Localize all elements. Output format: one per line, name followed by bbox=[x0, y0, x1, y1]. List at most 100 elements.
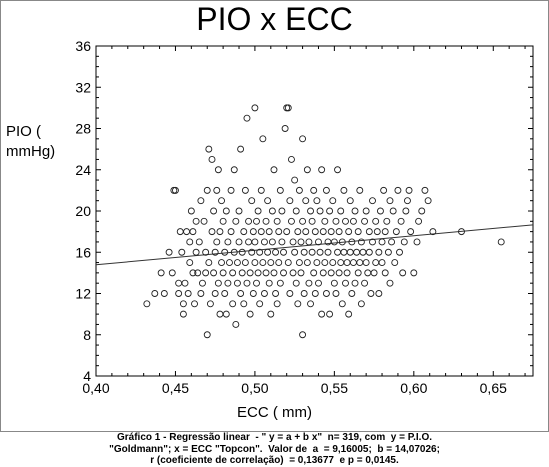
data-point bbox=[361, 279, 369, 287]
data-point bbox=[337, 259, 345, 267]
data-point bbox=[270, 269, 278, 277]
data-point bbox=[251, 259, 259, 267]
y-tick-label: 8 bbox=[83, 327, 91, 343]
y-axis-label-line-1: PIO ( bbox=[6, 123, 42, 140]
data-point bbox=[202, 248, 210, 256]
data-point bbox=[354, 269, 362, 277]
data-point bbox=[402, 207, 410, 215]
y-tick-label: 32 bbox=[75, 79, 91, 95]
data-point bbox=[213, 238, 221, 246]
data-point bbox=[340, 186, 348, 194]
data-point bbox=[275, 228, 283, 236]
data-point bbox=[338, 300, 346, 308]
data-point bbox=[216, 228, 224, 236]
data-point bbox=[389, 207, 397, 215]
data-point bbox=[178, 248, 186, 256]
data-point bbox=[230, 248, 238, 256]
data-point bbox=[257, 186, 265, 194]
data-point bbox=[229, 300, 237, 308]
data-point bbox=[246, 269, 254, 277]
data-point bbox=[381, 228, 389, 236]
data-point bbox=[219, 269, 227, 277]
data-point bbox=[262, 269, 270, 277]
data-point bbox=[233, 259, 241, 267]
data-point bbox=[270, 166, 278, 174]
data-point bbox=[327, 228, 335, 236]
data-point bbox=[372, 217, 380, 225]
data-point bbox=[264, 248, 272, 256]
data-point bbox=[357, 300, 365, 308]
data-point bbox=[318, 166, 326, 174]
data-point bbox=[386, 279, 394, 287]
data-point bbox=[397, 217, 405, 225]
data-point bbox=[284, 259, 292, 267]
data-point bbox=[329, 197, 337, 205]
data-point bbox=[276, 279, 284, 287]
data-point bbox=[160, 290, 168, 297]
y-tick-label: 20 bbox=[75, 203, 91, 219]
data-point bbox=[316, 248, 324, 256]
data-point bbox=[179, 310, 187, 318]
data-point bbox=[370, 269, 378, 277]
data-point bbox=[232, 320, 240, 328]
y-tick-label: 36 bbox=[75, 38, 91, 54]
data-point bbox=[345, 310, 353, 318]
data-point bbox=[297, 269, 305, 277]
data-point bbox=[307, 300, 314, 308]
y-tick-label: 12 bbox=[75, 286, 91, 302]
data-point bbox=[222, 207, 230, 215]
data-point bbox=[321, 217, 329, 225]
data-point bbox=[303, 259, 311, 267]
data-point bbox=[362, 207, 370, 215]
data-point bbox=[294, 300, 302, 308]
data-point bbox=[330, 279, 338, 287]
data-point bbox=[192, 248, 200, 256]
data-point bbox=[383, 217, 391, 225]
data-point bbox=[181, 279, 189, 287]
data-point bbox=[216, 310, 224, 318]
data-point bbox=[192, 217, 200, 225]
data-point bbox=[197, 290, 205, 297]
data-point bbox=[203, 186, 211, 194]
data-point bbox=[313, 259, 321, 267]
data-point bbox=[356, 259, 364, 267]
data-point bbox=[405, 186, 413, 194]
data-point bbox=[394, 186, 402, 194]
scatter-plot: 4 8 12 16 20 24 28 32 36 0,40 0,45 0,50 0,55 0,60 0,65 bbox=[75, 38, 534, 396]
data-point bbox=[229, 269, 237, 277]
data-point bbox=[260, 238, 268, 246]
data-point bbox=[413, 238, 421, 246]
data-point bbox=[349, 217, 357, 225]
data-point bbox=[224, 279, 232, 287]
data-point bbox=[241, 259, 249, 267]
data-point bbox=[386, 197, 394, 205]
data-point bbox=[206, 300, 214, 308]
data-point bbox=[292, 279, 300, 287]
data-point bbox=[497, 238, 505, 246]
data-point bbox=[365, 248, 373, 256]
data-point bbox=[378, 238, 386, 246]
data-point bbox=[273, 217, 281, 225]
data-point bbox=[315, 279, 322, 287]
data-point bbox=[286, 197, 294, 205]
data-point bbox=[175, 290, 183, 297]
chart-title: PIO x ECC bbox=[196, 1, 353, 37]
data-point bbox=[251, 104, 259, 112]
data-point bbox=[308, 217, 316, 225]
data-point bbox=[245, 238, 253, 246]
data-point bbox=[235, 207, 243, 215]
data-point bbox=[214, 279, 222, 287]
data-point bbox=[410, 269, 418, 277]
data-point bbox=[205, 259, 213, 267]
data-point bbox=[243, 279, 251, 287]
data-point bbox=[322, 186, 330, 194]
data-point bbox=[235, 238, 243, 246]
data-point bbox=[240, 228, 248, 236]
data-point bbox=[356, 186, 364, 194]
data-point bbox=[316, 207, 324, 215]
data-point bbox=[256, 248, 264, 256]
data-point bbox=[297, 238, 305, 246]
data-point bbox=[210, 207, 218, 215]
data-point bbox=[324, 248, 332, 256]
data-point bbox=[227, 228, 235, 236]
